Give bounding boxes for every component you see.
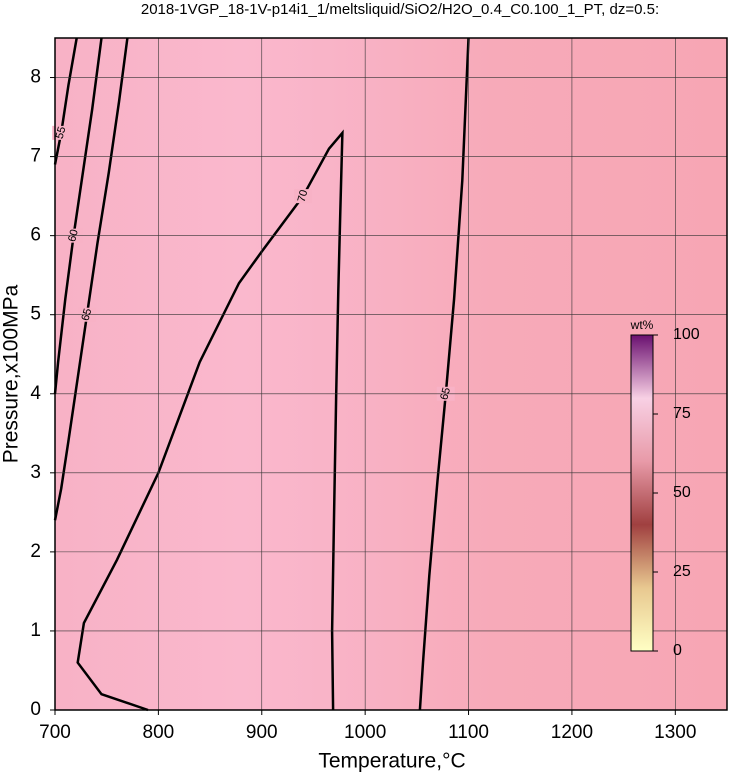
colorbar-tick-label: 75 [673,405,691,422]
x-tick-label: 1000 [344,722,386,743]
contour-label: 55 [54,125,69,140]
plot-frame [54,37,728,711]
colorbar-tick-label: 0 [673,642,682,659]
y-tick-label: 5 [30,304,41,325]
y-tick-label: 8 [30,67,41,88]
y-tick-label: 1 [30,620,41,641]
plot-background [55,38,727,710]
y-tick-label: 2 [30,541,41,562]
y-tick-label: 0 [30,699,41,720]
colorbar-label: wt% [630,318,654,332]
contour-label-bg [52,125,71,140]
colorbar-tick-label: 100 [673,326,700,343]
y-tick-label: 3 [30,462,41,483]
contour-line [418,37,470,711]
y-tick-label: 6 [30,225,41,246]
y-tick-label: 4 [30,383,41,404]
x-tick-label: 700 [39,722,71,743]
contour-label-bg [294,189,313,204]
contour-line [76,129,344,712]
colorbar-tick-label: 50 [673,484,691,501]
contour-label: 70 [296,189,311,204]
colorbar-tick-label: 25 [673,563,691,580]
chart-title: 2018-1VGP_18-1V-p14i1_1/meltsliquid/SiO2… [141,1,659,18]
x-tick-label: 1300 [654,722,696,743]
colorbar [630,334,654,652]
x-tick-label: 1200 [551,722,593,743]
x-tick-label: 1100 [448,722,489,743]
y-axis-label: Pressure,x100MPa [0,284,23,463]
y-tick-label: 7 [30,146,41,167]
x-tick-label: 800 [143,722,175,743]
x-axis-label: Temperature,°C [318,750,465,773]
contour-line [53,37,78,165]
x-tick-label: 900 [246,722,278,743]
